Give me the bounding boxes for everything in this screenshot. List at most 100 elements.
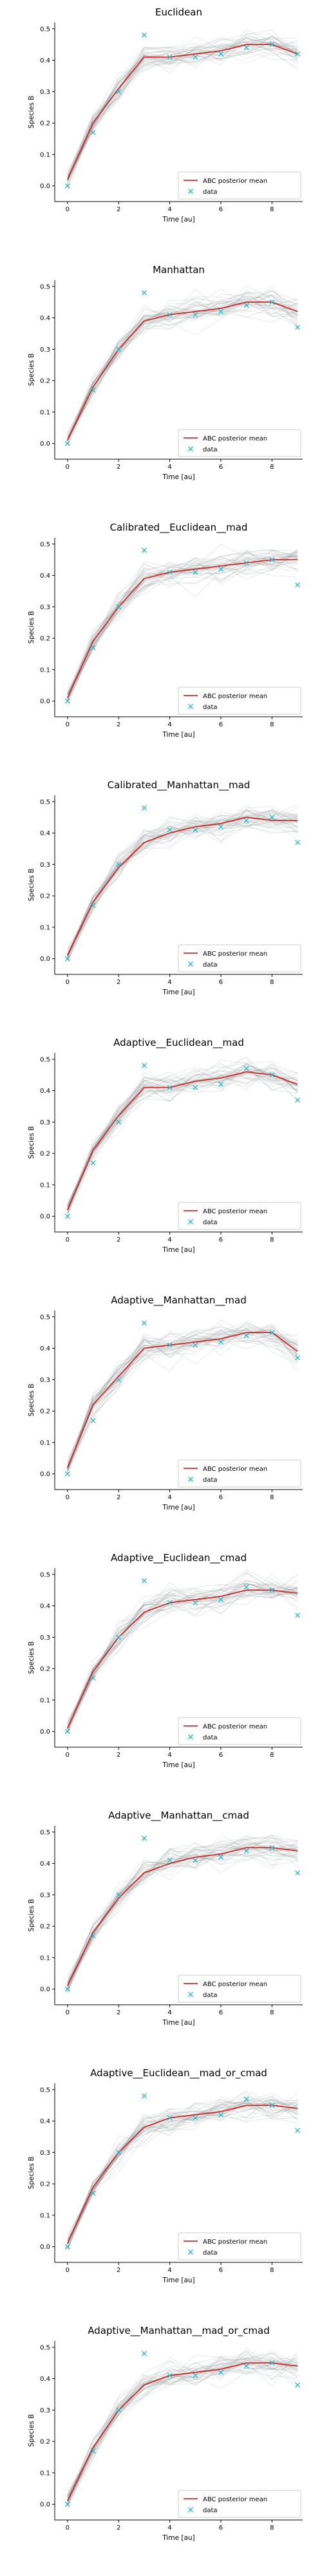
posterior-sample-line: [67, 298, 298, 444]
posterior-sample-line: [67, 2104, 298, 2247]
y-axis-label: Species B: [28, 1899, 35, 1932]
data-point-stroke: [167, 1342, 173, 1348]
x-tick-label: 2: [117, 1752, 120, 1759]
data-point-stroke: [116, 2407, 122, 2413]
data-point-stroke: [218, 1596, 223, 1602]
posterior-sample-line: [67, 1332, 298, 1470]
x-tick-label: 6: [219, 1236, 223, 1244]
posterior-sample-line: [67, 1583, 298, 1722]
data-point-stroke: [193, 312, 198, 317]
data-point: [167, 312, 173, 317]
data-point-stroke: [243, 2096, 249, 2102]
x-tick-label: 0: [66, 1236, 70, 1244]
posterior-sample-line: [67, 825, 298, 960]
legend-mean-label: ABC posterior mean: [203, 951, 267, 958]
chart-title: Calibrated__Euclidean__mad: [110, 522, 248, 534]
posterior-sample-line: [67, 1323, 298, 1468]
chart-title: Adaptive__Euclidean__mad_or_cmad: [90, 2067, 267, 2079]
data-point: [193, 54, 198, 60]
data-point: [295, 325, 301, 330]
data-point: [167, 54, 173, 60]
data-point: [167, 1600, 173, 1605]
legend: ABC posterior mean data: [178, 2232, 301, 2260]
posterior-sample-line: [67, 36, 298, 182]
posterior-sample-line: [67, 1580, 298, 1732]
posterior-sample-line: [67, 2363, 298, 2503]
posterior-sample-line: [67, 1584, 298, 1729]
posterior-sample-line: [67, 1848, 298, 1985]
data-point: [64, 1471, 70, 1477]
y-tick-label: 0.5: [40, 283, 50, 290]
x-tick-label: 6: [219, 464, 223, 471]
data-point: [269, 2103, 275, 2108]
posterior-sample-line: [67, 549, 298, 701]
posterior-sample-line: [67, 1571, 298, 1728]
legend-data-swatch: [188, 2507, 193, 2512]
posterior-sample-line: [67, 564, 298, 695]
x-tick-label: 8: [270, 1494, 274, 1501]
legend-mean-label: ABC posterior mean: [203, 693, 267, 700]
x-tick-label: 0: [66, 2267, 70, 2274]
posterior-samples: [67, 1569, 298, 1739]
posterior-mean-line: [66, 2362, 298, 2502]
y-axis-label: Species B: [28, 96, 35, 129]
data-point-stroke: [218, 1081, 223, 1087]
data-point: [218, 824, 223, 829]
data-point: [90, 129, 96, 135]
posterior-sample-line: [67, 292, 298, 440]
y-tick-label: 0.2: [40, 636, 50, 643]
posterior-sample-line: [67, 2355, 298, 2510]
x-tick-label: 2: [117, 2009, 120, 2016]
legend-data-label: data: [203, 2249, 218, 2257]
posterior-mean-line: [66, 1071, 298, 1211]
posterior-sample-line: [67, 1327, 298, 1470]
posterior-sample-line: [67, 1590, 298, 1730]
posterior-sample-line: [67, 296, 298, 442]
data-point-stroke: [269, 1330, 275, 1336]
y-tick-label: 0.2: [40, 1408, 50, 1416]
legend-data-swatch-stroke: [188, 1992, 193, 1997]
legend-box: [178, 687, 301, 715]
posterior-mean-line: [66, 44, 298, 180]
legend-data-swatch-stroke: [188, 961, 193, 967]
posterior-sample-line: [67, 1844, 298, 1989]
y-tick-label: 0.4: [40, 1861, 50, 1868]
posterior-sample-line: [67, 1334, 298, 1466]
posterior-sample-line: [67, 298, 298, 441]
posterior-sample-line: [67, 1580, 298, 1728]
y-tick-label: 0.3: [40, 862, 50, 869]
posterior-sample-line: [67, 1063, 298, 1208]
posterior-sample-line: [67, 810, 298, 956]
data-point: [243, 2363, 249, 2369]
posterior-sample-line: [67, 551, 298, 697]
x-tick-label: 2: [117, 1236, 120, 1244]
y-tick-label: 0.5: [40, 1829, 50, 1836]
data-point: [193, 1342, 198, 1348]
posterior-sample-line: [67, 556, 298, 694]
posterior-sample-line: [67, 2363, 298, 2497]
posterior-sample-line: [67, 2356, 298, 2502]
data-point-stroke: [90, 387, 96, 393]
posterior-sample-line: [67, 37, 298, 181]
posterior-sample-line: [67, 551, 298, 701]
data-point-stroke: [218, 51, 223, 57]
chart-panel: Adaptive__Euclidean__mad_or_cmad 0 2 4 6 8 0.0…: [28, 2067, 303, 2284]
posterior-sample-line: [67, 1066, 298, 1207]
data-point: [90, 645, 96, 650]
y-tick-label: 0.2: [40, 1151, 50, 1158]
x-tick-label: 2: [117, 206, 120, 213]
data-point-stroke: [64, 1213, 70, 1219]
data-point-stroke: [64, 440, 70, 446]
x-tick-label: 4: [167, 1494, 171, 1501]
x-tick-label: 0: [66, 206, 70, 213]
data-point: [243, 2096, 249, 2102]
posterior-sample-line: [67, 1841, 298, 1987]
y-tick-label: 0.1: [40, 1439, 50, 1446]
data-point-stroke: [193, 2372, 198, 2378]
posterior-sample-line: [67, 1841, 298, 1991]
posterior-sample-line: [67, 557, 298, 690]
posterior-sample-line: [67, 810, 298, 956]
x-tick-label: 6: [219, 1494, 223, 1501]
legend-box: [178, 171, 301, 200]
posterior-sample-line: [67, 2349, 298, 2497]
